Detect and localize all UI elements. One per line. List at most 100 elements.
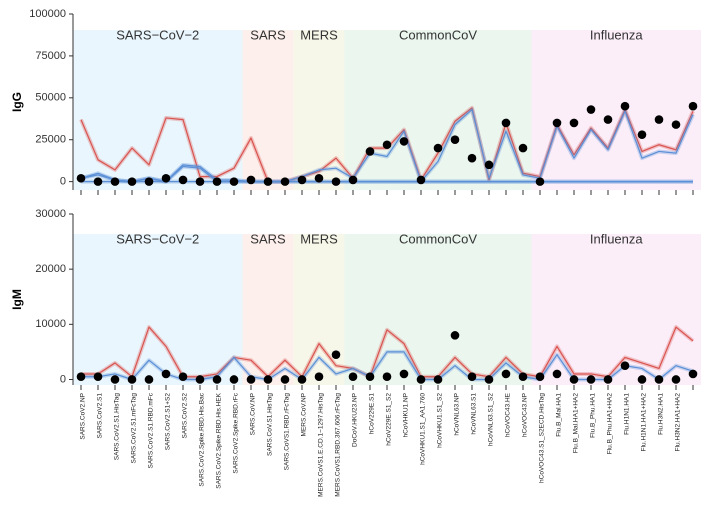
category-label: MERS.CoVS1.E.CD.1−1297.HisTag bbox=[318, 393, 325, 497]
data-point bbox=[93, 372, 103, 382]
series-line-2 bbox=[80, 165, 693, 183]
data-point bbox=[654, 375, 664, 384]
data-point bbox=[331, 177, 341, 186]
data-point bbox=[382, 140, 392, 150]
category-label: SARS.CoV.S1.HisTag bbox=[267, 393, 274, 456]
data-point bbox=[501, 369, 511, 379]
category-label: Flu.B_Phu.HA1 bbox=[590, 393, 597, 438]
category-label: Flu.H1N1.HA1+HA2 bbox=[641, 393, 648, 452]
category-label: SARS.CoV2.NP bbox=[80, 393, 87, 440]
data-point bbox=[603, 375, 613, 384]
group-band-3 bbox=[344, 30, 532, 190]
category-labels: SARS.CoV2.NP SARS.CoV2.S1 SARS.CoV2.S1.His… bbox=[80, 392, 682, 497]
category-label: MERS.CoVS1.RBD.367.606.rFcTag bbox=[335, 393, 342, 497]
group-band-0 bbox=[73, 30, 243, 190]
data-point bbox=[671, 120, 681, 129]
category-label: hCoVOC43.S1_S2ECD.HisTag bbox=[539, 393, 546, 483]
group-label: SARS−CoV−2 bbox=[116, 27, 199, 42]
data-point bbox=[144, 177, 154, 186]
category-label: SARS.CoV2.S1.RBD.mFc bbox=[148, 392, 155, 468]
category-label: hCoV229E.S1_S2 bbox=[386, 393, 393, 446]
category-label: hCoVNL63.S1_S2 bbox=[488, 393, 495, 447]
data-point bbox=[654, 115, 664, 124]
group-band-2 bbox=[293, 30, 345, 190]
group-label: SARS bbox=[250, 27, 286, 42]
data-point bbox=[603, 115, 613, 124]
group-label: CommonCoV bbox=[399, 27, 477, 42]
data-point bbox=[569, 375, 579, 384]
category-label: SARS.CoV2.Spike.RBD.rFc bbox=[233, 392, 240, 473]
data-point bbox=[161, 173, 171, 183]
data-point bbox=[263, 375, 273, 384]
data-point bbox=[467, 153, 477, 163]
data-point bbox=[365, 147, 375, 156]
y-axis-title: IgM bbox=[10, 289, 24, 310]
data-point bbox=[246, 175, 256, 185]
group-band-4 bbox=[531, 30, 701, 190]
group-label: SARS−CoV−2 bbox=[116, 231, 199, 246]
data-point bbox=[552, 369, 562, 379]
y-tick-label: 0 bbox=[60, 176, 66, 188]
data-point bbox=[688, 369, 698, 379]
category-label: Flu.B_Phu.HA1+HA2 bbox=[607, 393, 614, 455]
data-point bbox=[127, 177, 137, 186]
y-tick-label: 100000 bbox=[29, 8, 66, 20]
group-label: Influenza bbox=[590, 27, 644, 42]
category-label: hCoVHKU1.S1_AA1.760 bbox=[420, 393, 427, 465]
data-point bbox=[348, 175, 358, 185]
category-label: MERS.CoV.NP bbox=[301, 393, 308, 436]
data-point bbox=[314, 173, 324, 183]
data-point bbox=[280, 177, 290, 186]
data-point bbox=[450, 135, 460, 145]
category-label: Flu.H3N2.HA1 bbox=[658, 393, 665, 435]
group-label: MERS bbox=[300, 27, 338, 42]
category-label: Flu.B_Mal.HA1+HA2 bbox=[573, 393, 580, 454]
data-point bbox=[484, 375, 494, 384]
data-point bbox=[93, 177, 103, 186]
group-label: CommonCoV bbox=[399, 231, 477, 246]
data-point bbox=[297, 175, 307, 185]
y-axis-title: IgG bbox=[10, 92, 24, 112]
data-point bbox=[263, 177, 273, 186]
data-point bbox=[416, 175, 426, 185]
group-band-0 bbox=[73, 234, 243, 385]
y-tick-label: 50000 bbox=[35, 92, 66, 104]
y-tick-label: 30000 bbox=[35, 208, 66, 220]
data-point bbox=[586, 375, 596, 384]
group-label: MERS bbox=[300, 231, 338, 246]
data-point bbox=[688, 101, 698, 111]
y-tick-label: 25000 bbox=[35, 134, 66, 146]
data-point bbox=[433, 143, 443, 153]
data-point bbox=[229, 177, 239, 186]
data-point bbox=[178, 175, 188, 185]
data-point bbox=[620, 101, 630, 111]
group-band-1 bbox=[242, 30, 294, 190]
data-point bbox=[195, 177, 205, 186]
data-point bbox=[246, 375, 256, 384]
data-point bbox=[331, 350, 341, 359]
category-label: SARS.CoVS1.RBD.rFcTag bbox=[284, 393, 291, 471]
category-label: SARS.CoV2.S1.HisTag bbox=[114, 393, 121, 461]
data-point bbox=[501, 118, 511, 128]
group-label: SARS bbox=[250, 231, 286, 246]
data-point bbox=[382, 372, 392, 382]
category-label: hCoVNL63.NP bbox=[454, 393, 461, 436]
data-point bbox=[195, 375, 205, 384]
data-point bbox=[484, 160, 494, 170]
category-label: hCoVOC43.HE bbox=[505, 392, 512, 437]
data-point bbox=[535, 177, 545, 186]
data-point bbox=[280, 375, 290, 384]
data-point bbox=[569, 118, 579, 128]
data-point bbox=[229, 375, 239, 384]
data-point bbox=[518, 143, 528, 153]
data-point bbox=[212, 375, 222, 384]
group-band-2 bbox=[293, 234, 345, 385]
data-point bbox=[399, 137, 409, 146]
data-point bbox=[348, 372, 358, 382]
data-point bbox=[637, 375, 647, 384]
data-point bbox=[518, 372, 528, 382]
category-label: Flu.H1N1.HA1 bbox=[624, 393, 631, 435]
y-tick-label: 20000 bbox=[35, 263, 66, 275]
category-label: SARS.CoV2.S1.mFcTag bbox=[131, 393, 138, 464]
group-label: Influenza bbox=[590, 231, 644, 246]
